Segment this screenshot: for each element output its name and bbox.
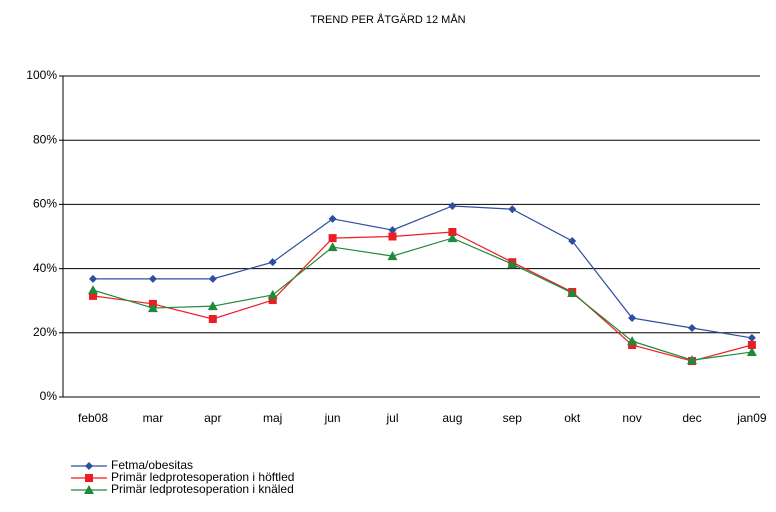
data-point bbox=[267, 289, 278, 299]
data-point bbox=[328, 214, 337, 223]
x-tick-label: mar bbox=[143, 411, 164, 425]
data-point bbox=[568, 236, 577, 245]
y-tick-label: 40% bbox=[33, 261, 57, 275]
data-point bbox=[388, 226, 397, 235]
data-point bbox=[687, 355, 697, 365]
data-point bbox=[447, 233, 458, 243]
data-point bbox=[148, 274, 157, 283]
legend-label: Primär ledprotesoperation i knäled bbox=[111, 482, 294, 496]
x-tick-label: sep bbox=[503, 411, 523, 425]
data-point bbox=[508, 205, 517, 214]
data-point bbox=[387, 251, 398, 261]
x-tick-label: jun bbox=[324, 411, 341, 425]
data-point bbox=[627, 336, 638, 346]
x-tick-label: okt bbox=[564, 411, 581, 425]
data-point bbox=[688, 323, 696, 332]
data-point bbox=[328, 234, 337, 243]
data-point bbox=[628, 314, 637, 323]
data-point bbox=[747, 340, 756, 349]
y-tick-label: 0% bbox=[40, 389, 58, 403]
data-point bbox=[268, 258, 277, 267]
y-tick-label: 80% bbox=[33, 132, 57, 146]
legend-marker bbox=[85, 462, 93, 470]
series-line bbox=[92, 231, 753, 362]
series-line bbox=[92, 237, 752, 361]
data-point bbox=[207, 301, 218, 311]
data-point bbox=[448, 202, 457, 211]
x-tick-label: aug bbox=[442, 411, 462, 425]
legend-marker bbox=[84, 485, 94, 494]
data-point bbox=[507, 259, 518, 269]
x-tick-label: apr bbox=[204, 411, 221, 425]
y-tick-label: 100% bbox=[26, 68, 57, 82]
legend-marker bbox=[85, 474, 93, 482]
legend-label: Fetma/obesitas bbox=[111, 458, 193, 472]
x-tick-label: jul bbox=[385, 411, 398, 425]
data-point bbox=[89, 274, 97, 283]
data-point bbox=[208, 274, 217, 283]
y-tick-label: 60% bbox=[33, 197, 57, 211]
data-point bbox=[567, 287, 578, 297]
data-point bbox=[88, 285, 98, 295]
x-tick-label: jan09 bbox=[736, 411, 767, 425]
series-line bbox=[93, 205, 752, 339]
data-point bbox=[147, 303, 158, 313]
data-point bbox=[208, 314, 217, 323]
data-point bbox=[747, 333, 756, 342]
data-point bbox=[268, 296, 277, 305]
chart-title: TREND PER ÅTGÄRD 12 MÅN bbox=[310, 13, 465, 26]
legend-label: Primär ledprotesoperation i höftled bbox=[111, 470, 294, 484]
y-tick-label: 20% bbox=[33, 325, 57, 339]
x-tick-label: maj bbox=[263, 411, 282, 425]
data-point bbox=[89, 291, 97, 300]
data-point bbox=[327, 242, 338, 252]
x-tick-label: feb08 bbox=[78, 411, 108, 425]
data-point bbox=[388, 232, 397, 241]
x-tick-label: nov bbox=[622, 411, 641, 425]
data-point bbox=[746, 347, 757, 357]
data-point bbox=[448, 228, 457, 237]
x-tick-label: dec bbox=[682, 411, 701, 425]
